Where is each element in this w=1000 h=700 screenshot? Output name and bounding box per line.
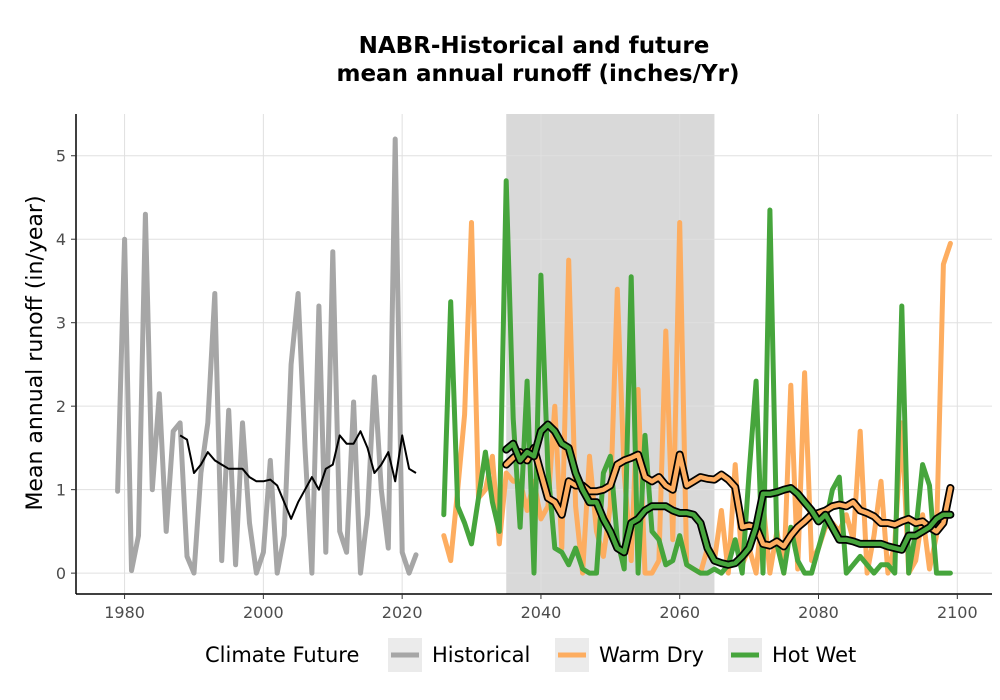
x-tick-label-1: 2000	[243, 603, 284, 622]
x-tick-label-3: 2040	[521, 603, 562, 622]
y-tick-label-3: 3	[56, 314, 66, 333]
x-tick-label-0: 1980	[104, 603, 145, 622]
y-tick-label-1: 1	[56, 481, 66, 500]
moving-average-line-historical	[179, 430, 417, 520]
legend-label-historical: Historical	[432, 643, 530, 667]
grid	[76, 114, 992, 594]
x-tick-label-5: 2080	[798, 603, 839, 622]
axis-ticks: 1980 2000 2020 2040 2060 2080 2100 0 1 2 3 4 5	[56, 147, 978, 622]
y-axis-title: Mean annual runoff (in/year)	[23, 195, 48, 510]
y-tick-label-5: 5	[56, 147, 66, 166]
moving-average-line-hot-wet	[503, 422, 953, 568]
x-tick-label-6: 2100	[937, 603, 978, 622]
legend-items: Historical Warm Dry Hot Wet	[388, 638, 856, 672]
legend-item-warm-dry: Warm Dry	[555, 638, 704, 672]
legend-label-hot-wet: Hot Wet	[772, 643, 856, 667]
series-lines	[115, 136, 955, 576]
legend-item-hot-wet: Hot Wet	[728, 638, 856, 672]
series-line-historical	[115, 136, 419, 576]
x-tick-label-4: 2060	[659, 603, 700, 622]
legend-label-warm-dry: Warm Dry	[599, 643, 704, 667]
chart-title-line1: NABR-Historical and future	[359, 33, 710, 59]
legend-title: Climate Future	[205, 643, 359, 667]
y-tick-label-0: 0	[56, 564, 66, 583]
legend-item-historical: Historical	[388, 638, 530, 672]
legend: Climate Future Historical Warm Dry Hot Wet	[205, 638, 856, 672]
series-line-hot-wet	[441, 178, 953, 576]
y-tick-label-4: 4	[56, 230, 66, 249]
x-tick-label-2: 2020	[382, 603, 423, 622]
chart-title-line2: mean annual runoff (inches/Yr)	[336, 61, 739, 87]
y-tick-label-2: 2	[56, 397, 66, 416]
plot-area	[76, 114, 992, 594]
